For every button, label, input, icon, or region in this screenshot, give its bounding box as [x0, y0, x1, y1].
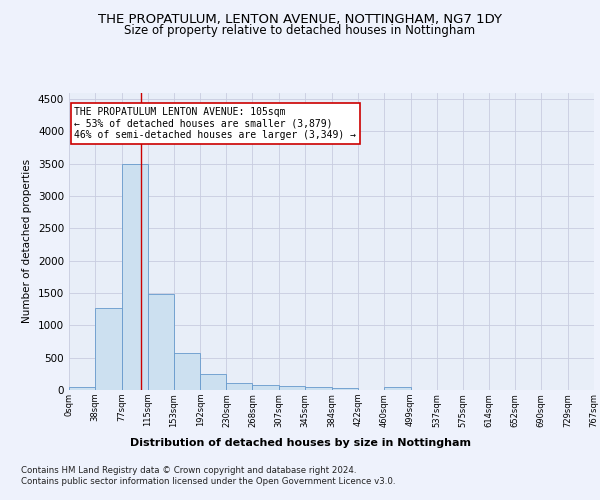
Text: Distribution of detached houses by size in Nottingham: Distribution of detached houses by size …	[130, 438, 470, 448]
Bar	[384, 387, 410, 390]
Bar	[69, 388, 95, 390]
Bar	[122, 164, 148, 390]
Text: Size of property relative to detached houses in Nottingham: Size of property relative to detached ho…	[124, 24, 476, 37]
Bar	[226, 382, 253, 390]
Text: Contains HM Land Registry data © Crown copyright and database right 2024.: Contains HM Land Registry data © Crown c…	[21, 466, 356, 475]
Bar	[174, 353, 200, 390]
Text: Contains public sector information licensed under the Open Government Licence v3: Contains public sector information licen…	[21, 477, 395, 486]
Bar	[95, 308, 122, 390]
Bar	[305, 387, 332, 390]
Y-axis label: Number of detached properties: Number of detached properties	[22, 159, 32, 324]
Bar	[332, 388, 358, 390]
Text: THE PROPATULUM, LENTON AVENUE, NOTTINGHAM, NG7 1DY: THE PROPATULUM, LENTON AVENUE, NOTTINGHA…	[98, 12, 502, 26]
Bar	[148, 294, 174, 390]
Bar	[200, 374, 226, 390]
Bar	[253, 385, 279, 390]
Bar	[279, 386, 305, 390]
Text: THE PROPATULUM LENTON AVENUE: 105sqm
← 53% of detached houses are smaller (3,879: THE PROPATULUM LENTON AVENUE: 105sqm ← 5…	[74, 106, 356, 140]
